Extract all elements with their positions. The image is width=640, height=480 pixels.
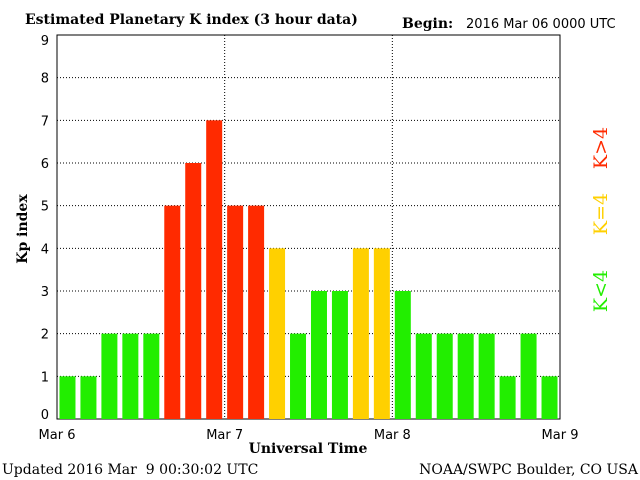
y-tick-label: 3 xyxy=(41,285,49,300)
y-tick-label: 2 xyxy=(41,328,49,343)
kp-bar xyxy=(248,205,265,419)
y-tick-label: 1 xyxy=(41,370,49,385)
legend-equal: K=4 xyxy=(590,193,612,235)
kp-bar xyxy=(80,376,97,419)
kp-bar xyxy=(164,205,181,419)
kp-bar xyxy=(415,333,432,419)
x-axis-title: Universal Time xyxy=(249,441,368,457)
x-tick-label: Mar 8 xyxy=(374,428,411,443)
kp-bar xyxy=(331,291,348,419)
begin-value: 2016 Mar 06 0000 UTC xyxy=(466,17,616,32)
kp-bar xyxy=(290,333,307,419)
kp-bar xyxy=(122,333,139,419)
kp-bar xyxy=(499,376,516,419)
y-tick-label: 6 xyxy=(41,157,49,172)
kp-bar xyxy=(478,333,495,419)
legend-high: K>4 xyxy=(590,127,612,169)
kp-bar xyxy=(59,376,76,419)
kp-bar xyxy=(457,333,474,419)
y-tick-label: 5 xyxy=(41,200,49,215)
x-tick-label: Mar 9 xyxy=(542,428,579,443)
bars-group xyxy=(59,120,558,419)
source-credit: NOAA/SWPC Boulder, CO USA xyxy=(419,462,639,478)
y-axis-ticks: 0 1 2 3 4 5 6 7 8 9 xyxy=(41,34,49,423)
kp-bar xyxy=(394,291,411,419)
legend-low: K<4 xyxy=(590,270,612,312)
kp-bar xyxy=(352,248,369,419)
y-tick-label: 7 xyxy=(41,114,49,129)
kp-bar xyxy=(520,333,537,419)
x-tick-label: Mar 7 xyxy=(206,428,243,443)
kp-bar xyxy=(101,333,118,419)
updated-timestamp: Updated 2016 Mar 9 00:30:02 UTC xyxy=(2,462,258,478)
kp-bar xyxy=(541,376,558,419)
y-tick-label: 4 xyxy=(41,242,49,257)
chart-title: Estimated Planetary K index (3 hour data… xyxy=(25,12,358,28)
grid-lines xyxy=(57,35,560,419)
kp-bar xyxy=(310,291,327,419)
plot-frame xyxy=(56,34,561,420)
kp-bar xyxy=(185,163,202,419)
kp-bar xyxy=(143,333,160,419)
begin-label: Begin: xyxy=(402,16,453,32)
x-axis-ticks: Mar 6 Mar 7 Mar 8 Mar 9 xyxy=(39,428,579,443)
x-tick-label: Mar 6 xyxy=(39,428,76,443)
kp-bar xyxy=(436,333,453,419)
y-tick-label: 0 xyxy=(41,408,49,423)
kp-bar xyxy=(269,248,286,419)
y-tick-label: 9 xyxy=(41,34,49,49)
y-axis-title: Kp index xyxy=(15,194,31,264)
kp-bar xyxy=(206,120,223,419)
kp-bar xyxy=(227,205,244,419)
y-tick-label: 8 xyxy=(41,72,49,87)
kp-bar xyxy=(373,248,390,419)
